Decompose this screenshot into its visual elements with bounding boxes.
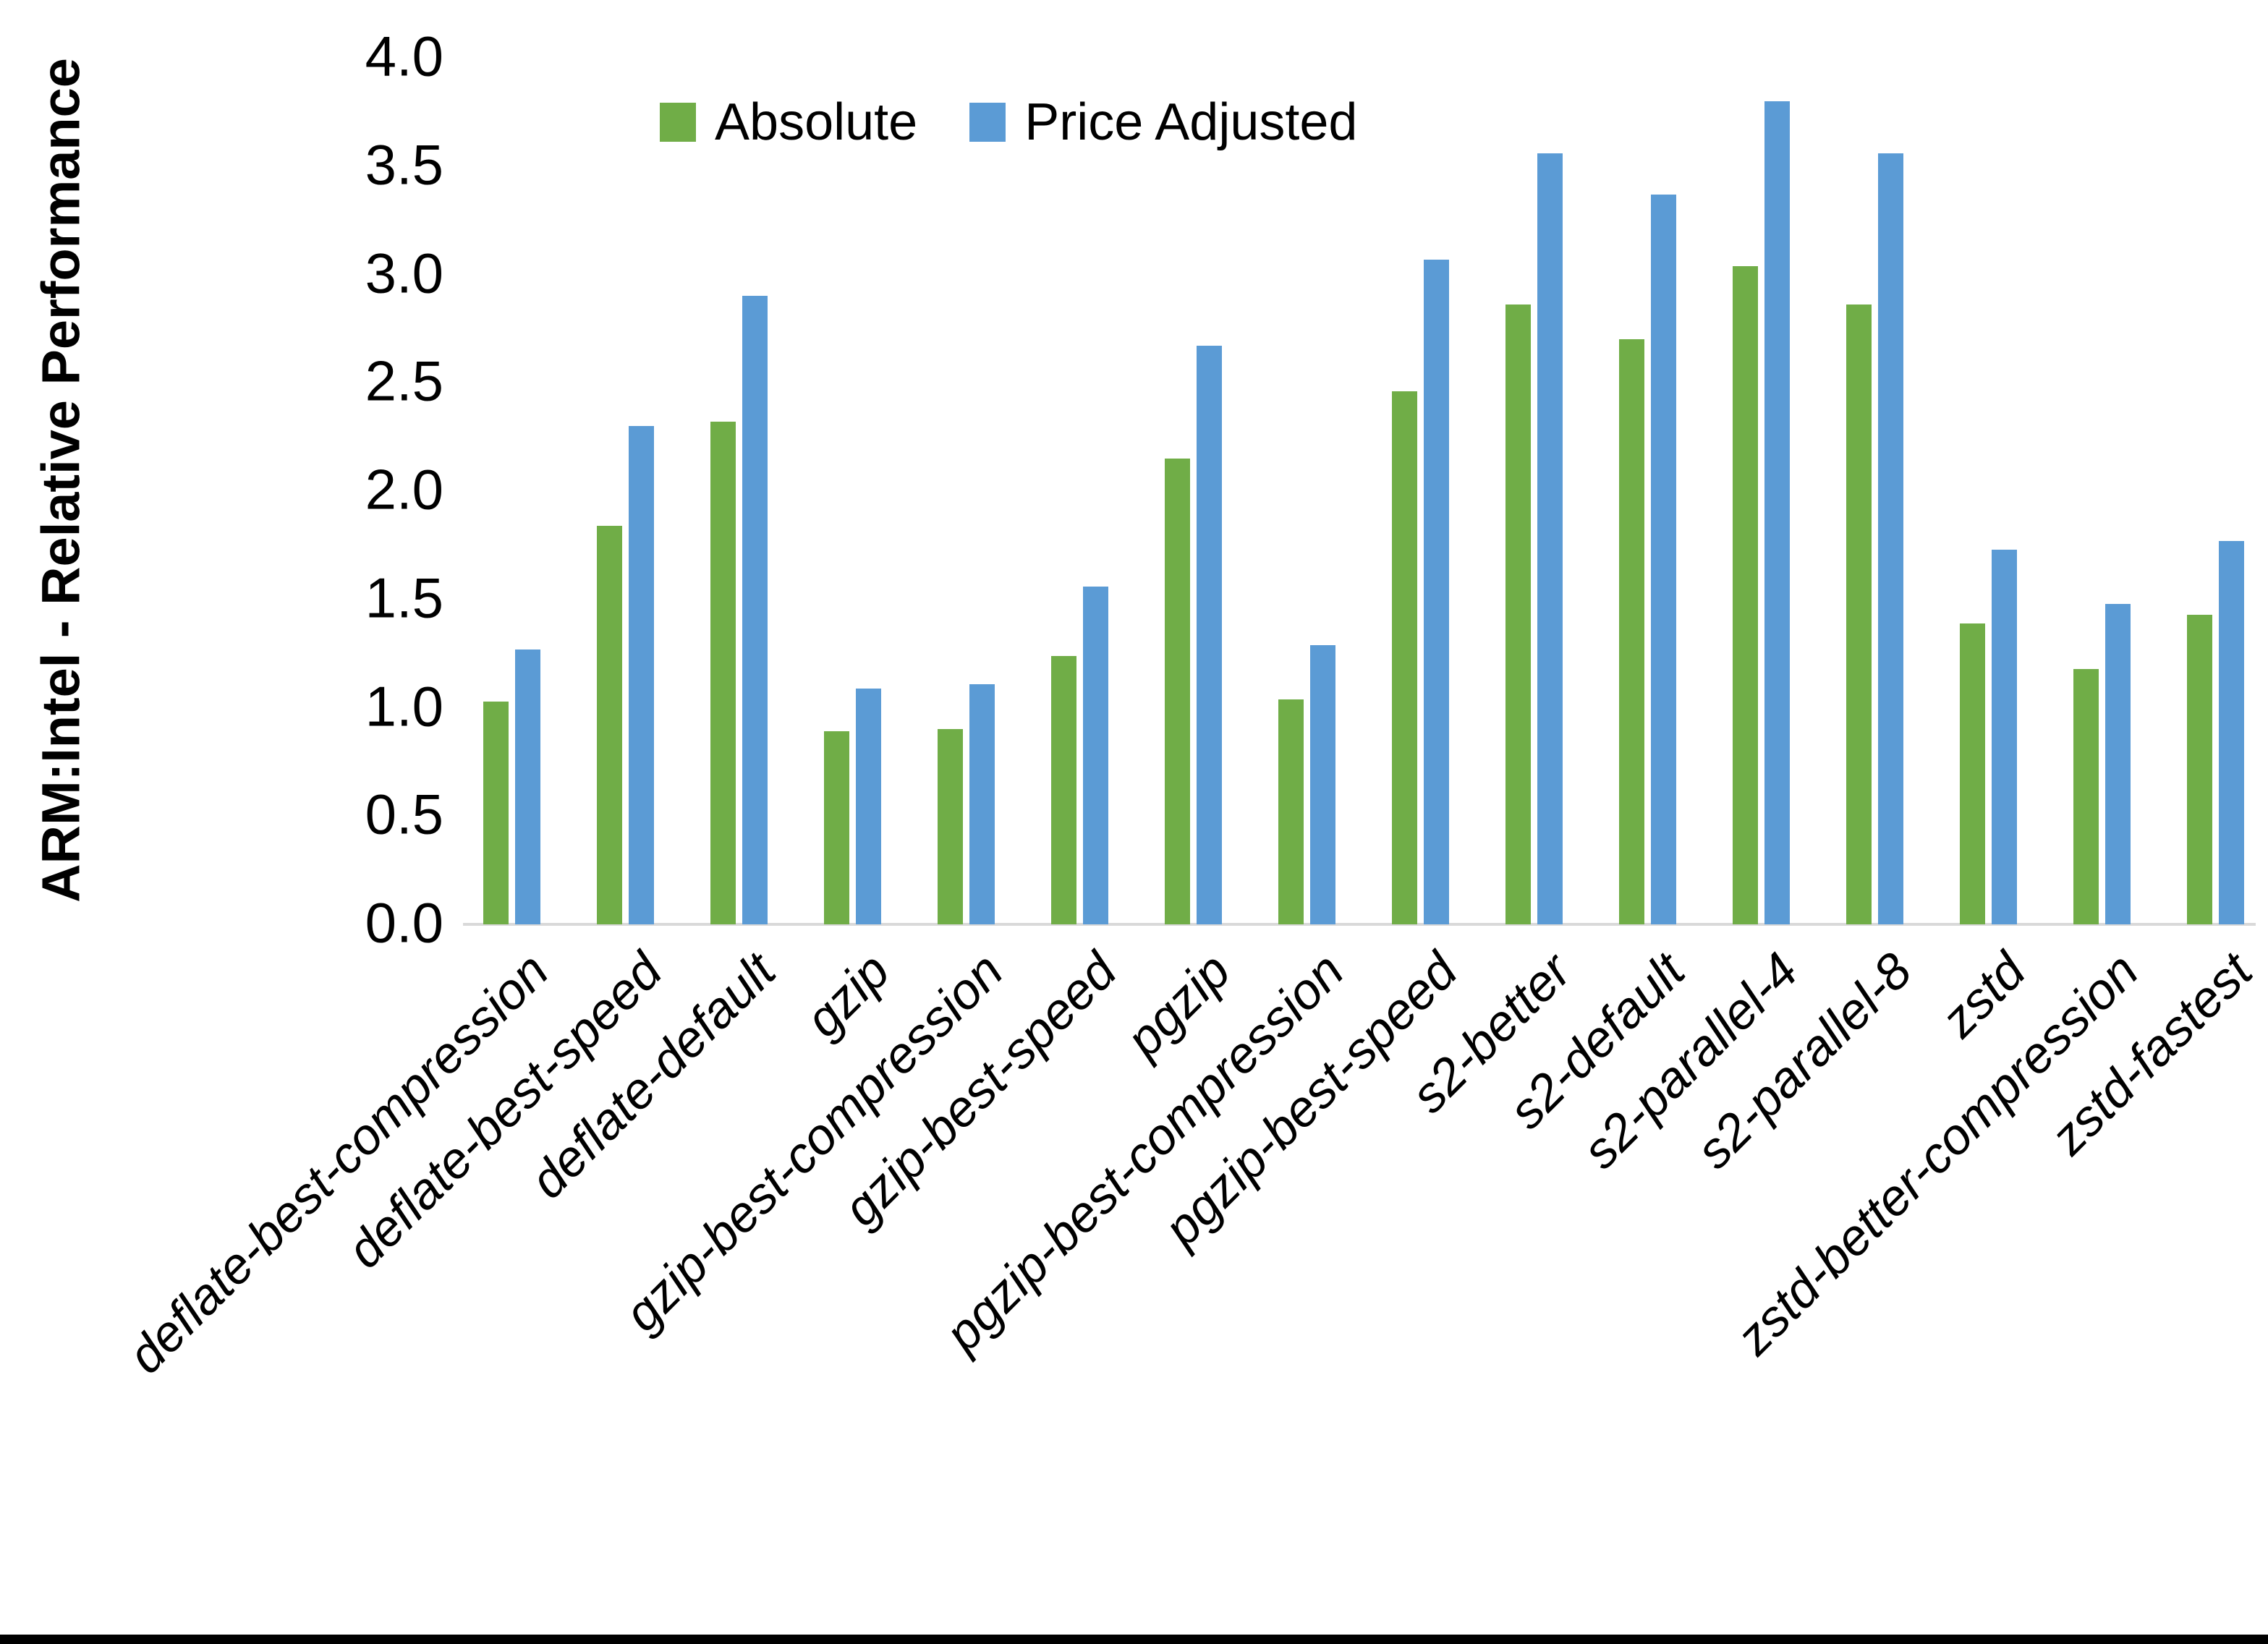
chart-legend: Absolute Price Adjusted <box>660 93 1409 152</box>
bar-price-adjusted-gzip-best-speed <box>1083 586 1108 924</box>
bar-price-adjusted-deflate-best-compression <box>515 649 540 924</box>
bar-absolute-zstd <box>1960 623 1985 924</box>
y-tick-label-3.5: 3.5 <box>365 132 443 197</box>
bar-price-adjusted-s2-parallel-8 <box>1878 153 1903 924</box>
bar-absolute-s2-parallel-8 <box>1846 304 1872 924</box>
bar-absolute-gzip-best-compression <box>938 729 963 924</box>
bar-absolute-gzip-best-speed <box>1051 655 1076 924</box>
y-tick-label-2.0: 2.0 <box>365 457 443 521</box>
bar-price-adjusted-zstd <box>1992 549 2017 924</box>
bar-absolute-gzip <box>824 731 849 924</box>
bar-absolute-deflate-best-speed <box>597 525 622 924</box>
bar-price-adjusted-deflate-best-speed <box>629 426 654 924</box>
bar-price-adjusted-s2-parallel-4 <box>1764 101 1790 924</box>
bar-price-adjusted-gzip-best-compression <box>969 683 995 924</box>
bar-absolute-pgzip-best-compression <box>1278 699 1304 924</box>
bar-absolute-pgzip-best-speed <box>1392 391 1417 924</box>
legend-label-absolute: Absolute <box>715 93 918 151</box>
bar-price-adjusted-pgzip-best-compression <box>1310 644 1335 924</box>
legend-swatch-absolute <box>660 103 696 142</box>
bottom-border-line <box>0 1635 2268 1644</box>
bar-price-adjusted-pgzip-best-speed <box>1424 259 1449 924</box>
bar-price-adjusted-gzip <box>856 688 881 924</box>
bar-price-adjusted-s2-default <box>1651 194 1676 924</box>
y-tick-label-3.0: 3.0 <box>365 241 443 305</box>
y-tick-label-0.5: 0.5 <box>365 782 443 846</box>
bar-absolute-deflate-default <box>710 422 736 924</box>
bar-price-adjusted-deflate-default <box>742 296 768 924</box>
bar-absolute-s2-parallel-4 <box>1733 265 1758 924</box>
bar-absolute-zstd-fastest <box>2187 614 2212 924</box>
bar-price-adjusted-zstd-better-compression <box>2105 603 2131 924</box>
y-tick-label-0.0: 0.0 <box>365 890 443 955</box>
y-tick-label-4.0: 4.0 <box>365 24 443 88</box>
x-axis-line <box>463 923 2256 926</box>
y-tick-label-1.0: 1.0 <box>365 674 443 738</box>
bar-absolute-zstd-better-compression <box>2073 668 2099 924</box>
legend-swatch-price-adjusted <box>969 103 1006 142</box>
bar-absolute-deflate-best-compression <box>483 701 509 924</box>
y-tick-label-1.5: 1.5 <box>365 566 443 630</box>
bar-price-adjusted-zstd-fastest <box>2219 540 2244 924</box>
bar-price-adjusted-pgzip <box>1197 346 1222 924</box>
bar-absolute-s2-better <box>1505 304 1531 924</box>
legend-label-price-adjusted: Price Adjusted <box>1024 93 1358 151</box>
bar-price-adjusted-s2-better <box>1537 153 1563 924</box>
y-tick-label-2.5: 2.5 <box>365 349 443 413</box>
bar-absolute-s2-default <box>1619 339 1644 924</box>
bar-absolute-pgzip <box>1165 459 1190 924</box>
